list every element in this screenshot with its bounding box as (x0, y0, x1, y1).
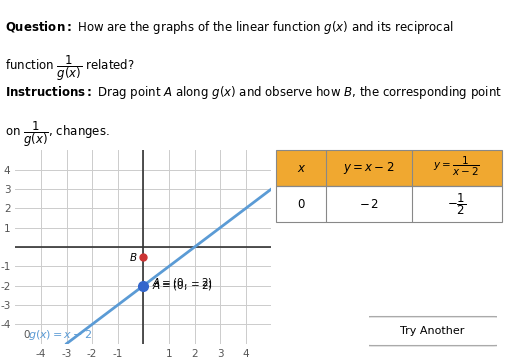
Text: $B$: $B$ (129, 251, 138, 263)
FancyBboxPatch shape (365, 316, 501, 346)
Text: $0$: $0$ (297, 198, 306, 211)
Text: function $\dfrac{1}{g(x)}$ related?: function $\dfrac{1}{g(x)}$ related? (5, 53, 135, 83)
Text: $x$: $x$ (296, 162, 306, 175)
Text: $-\,2$: $-\,2$ (359, 198, 379, 211)
Text: $A = (0, -2)$: $A = (0, -2)$ (153, 276, 213, 289)
Text: $A = (0, -2)$: $A = (0, -2)$ (153, 279, 213, 292)
Text: $\mathbf{Question:}$ How are the graphs of the linear function $g(x)$ and its re: $\mathbf{Question:}$ How are the graphs … (5, 19, 454, 35)
Text: $-\dfrac{1}{2}$: $-\dfrac{1}{2}$ (447, 191, 466, 217)
Text: $y = x - 2$: $y = x - 2$ (343, 160, 395, 176)
Bar (276, 186, 502, 222)
Text: $\mathbf{Instructions:}$ Drag point $A$ along $g(x)$ and observe how $B$, the co: $\mathbf{Instructions:}$ Drag point $A$ … (5, 84, 502, 101)
Text: $y = \dfrac{1}{x-2}$: $y = \dfrac{1}{x-2}$ (433, 155, 480, 178)
Text: $g(x) = x - 2$: $g(x) = x - 2$ (28, 328, 92, 342)
Text: on $\dfrac{1}{g(x)}$, changes.: on $\dfrac{1}{g(x)}$, changes. (5, 119, 110, 149)
Bar (276, 150, 502, 186)
Text: 0: 0 (23, 330, 30, 340)
Text: Try Another: Try Another (400, 326, 465, 336)
